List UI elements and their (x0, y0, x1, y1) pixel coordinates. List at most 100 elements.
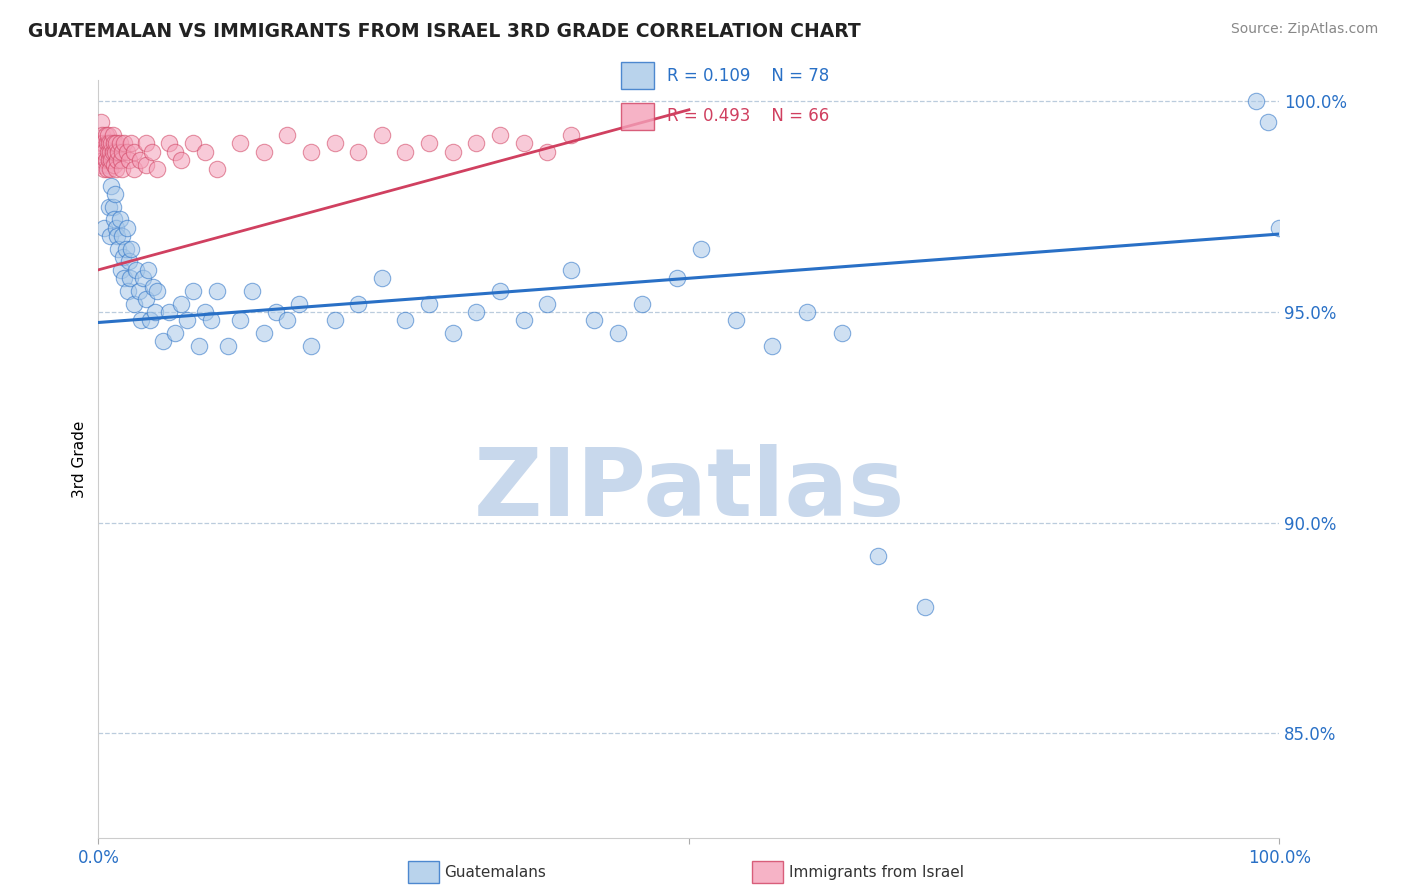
Point (112, 271, 135, 285)
Point (111, 229, 134, 244)
Point (103, 212, 125, 227)
Point (371, 271, 394, 285)
Point (866, 549, 889, 564)
Point (796, 305, 818, 319)
Point (165, 326, 187, 340)
Point (607, 326, 630, 340)
Point (630, 296, 652, 310)
Point (101, 128, 124, 142)
Text: R = 0.109    N = 78: R = 0.109 N = 78 (666, 67, 828, 85)
FancyBboxPatch shape (621, 62, 654, 89)
Point (115, 145, 138, 159)
Point (90, 115, 112, 129)
FancyBboxPatch shape (621, 103, 654, 130)
Point (152, 334, 174, 349)
Point (143, 305, 166, 319)
Point (93, 145, 115, 159)
Point (465, 136, 488, 151)
Point (217, 339, 239, 353)
Point (115, 220, 138, 235)
Point (181, 136, 204, 151)
Point (97, 145, 120, 159)
Point (100, 136, 122, 151)
Point (1257, 115, 1279, 129)
Point (240, 284, 263, 298)
Point (689, 242, 711, 256)
Point (105, 229, 128, 244)
Point (323, 136, 346, 151)
Point (157, 136, 180, 151)
Point (98, 161, 121, 176)
Point (101, 200, 124, 214)
Point (98, 145, 121, 159)
Point (110, 263, 132, 277)
Point (118, 153, 141, 168)
Text: ZIPatlas: ZIPatlas (474, 443, 904, 536)
Point (122, 161, 145, 176)
Point (146, 284, 169, 298)
Point (418, 296, 440, 310)
Point (181, 284, 204, 298)
Point (288, 296, 311, 310)
Point (91, 153, 114, 168)
Point (347, 145, 370, 159)
Point (276, 313, 298, 327)
Point (105, 136, 128, 151)
Point (105, 220, 128, 235)
Point (136, 263, 159, 277)
Point (299, 339, 322, 353)
Point (89, 136, 111, 151)
Point (117, 284, 139, 298)
Point (135, 293, 157, 307)
Point (108, 136, 131, 151)
Point (121, 136, 143, 151)
Point (512, 136, 534, 151)
Point (96, 161, 118, 176)
Point (98, 229, 121, 244)
Point (489, 128, 512, 142)
Point (105, 153, 128, 168)
Point (96, 157, 118, 171)
Point (94, 153, 117, 168)
Point (122, 296, 145, 310)
Point (441, 326, 464, 340)
Point (120, 271, 142, 285)
Point (666, 271, 689, 285)
Point (107, 242, 129, 256)
Y-axis label: 3rd Grade: 3rd Grade (72, 421, 87, 498)
Point (205, 284, 228, 298)
Point (104, 145, 127, 159)
Point (139, 313, 162, 327)
Point (96, 136, 118, 151)
Point (125, 263, 148, 277)
Point (200, 313, 222, 327)
Point (103, 136, 125, 151)
Point (205, 161, 228, 176)
Point (299, 145, 322, 159)
Point (97, 136, 120, 151)
Point (98, 145, 121, 159)
Point (111, 145, 134, 159)
Point (132, 271, 155, 285)
Point (107, 145, 129, 159)
Point (93, 220, 115, 235)
Point (725, 313, 748, 327)
Point (118, 254, 141, 268)
Point (121, 242, 143, 256)
Text: GUATEMALAN VS IMMIGRANTS FROM ISRAEL 3RD GRADE CORRELATION CHART: GUATEMALAN VS IMMIGRANTS FROM ISRAEL 3RD… (28, 22, 860, 41)
Point (560, 128, 582, 142)
Point (831, 326, 853, 340)
Point (347, 296, 370, 310)
Point (441, 145, 464, 159)
Point (112, 136, 135, 151)
Point (194, 145, 217, 159)
Point (103, 157, 125, 171)
Point (264, 305, 287, 319)
Point (253, 326, 276, 340)
Point (157, 305, 180, 319)
Point (105, 161, 128, 176)
Point (91, 128, 114, 142)
Point (122, 145, 145, 159)
Point (110, 153, 132, 168)
Point (170, 153, 193, 168)
